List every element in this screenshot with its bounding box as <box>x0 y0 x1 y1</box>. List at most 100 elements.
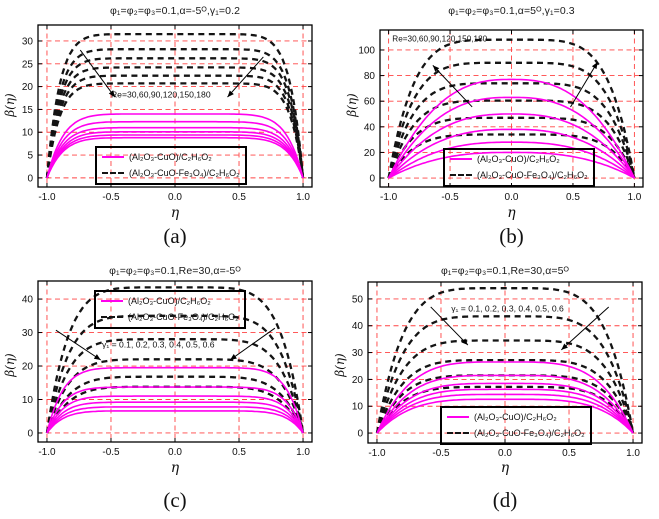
panel-b-canvas: -1.0 -0.5 0.0 0.5 1.0 0 20 40 60 80 100 Re=30,60,90… <box>358 29 644 203</box>
curve-solid <box>46 131 304 179</box>
panel-c-canvas: -1.0 -0.5 0.0 0.5 1.0 0 10 20 30 40 γ₁ = 0.1, 0.2,… <box>22 280 313 458</box>
curve-solid <box>46 134 304 179</box>
curve-solid <box>46 366 304 434</box>
curve-solid <box>46 406 304 434</box>
solid-line-sample <box>102 156 124 158</box>
curve-dashed <box>375 374 635 434</box>
panel-a-ylabel: β(η) <box>3 93 17 117</box>
curve-dashed <box>45 338 305 434</box>
y-tick-label: 20 <box>352 375 364 386</box>
y-tick-label: 20 <box>22 82 34 93</box>
curve-solid <box>376 398 634 434</box>
panel-a-title: φ₁=φ₂=φ₃=0.1,α=-5ᴼ,γ₁=0.2 <box>109 5 241 17</box>
legend-label-dashed: (Al₂O₃-CuO-Fe₃O₄)/C₂H₆O₂ <box>129 168 240 178</box>
curve-solid <box>46 401 304 434</box>
curve-solid <box>376 388 634 434</box>
legend-label-solid: (Al₂O₃-CuO)/C₂H₆O₂ <box>474 412 557 422</box>
trend-arrowhead <box>93 354 101 360</box>
x-tick-label: -1.0 <box>380 192 398 203</box>
panel-b: φ₁=φ₂=φ₃=0.1,α=5ᴼ,γ₁=0.3 -1.0 -0.5 0.0 0.5 1… <box>330 0 659 260</box>
solid-line-sample <box>447 416 469 418</box>
y-tick-label: 5 <box>27 151 33 162</box>
x-tick-label: 0.0 <box>505 192 519 203</box>
curve-dashed <box>45 48 305 179</box>
curve-dashed <box>375 358 635 434</box>
curve-solid <box>46 120 304 179</box>
curve-solid <box>387 78 636 179</box>
trend-arrow <box>430 306 469 346</box>
trend-arrowhead <box>461 338 468 346</box>
panel-a-letter: (a) <box>163 224 187 248</box>
curve-dashed <box>45 57 305 179</box>
x-tick-label: -0.5 <box>441 192 459 203</box>
x-tick-label: -0.5 <box>432 448 450 459</box>
y-tick-label: 50 <box>352 294 364 305</box>
curve-solid <box>376 374 634 434</box>
parameter-annotation: γ₁ = 0.1, 0.2, 0.3, 0.4, 0.5, 0.6 <box>102 339 215 349</box>
panel-c-ylabel: β(η) <box>3 353 17 377</box>
x-tick-label: 0.5 <box>566 192 580 203</box>
trend-arrowhead <box>108 90 115 98</box>
panel-d-canvas: -1.0 -0.5 0.0 0.5 1.0 0 10 20 30 40 50 γ₁ = 0.1, 0.… <box>352 281 643 459</box>
legend-entry-solid: (Al₂O₃-CuO)/C₂H₆O₂ <box>101 293 239 309</box>
x-tick-label: 0.5 <box>232 447 246 458</box>
x-tick-label: -1.0 <box>368 448 386 459</box>
y-tick-label: 40 <box>22 295 34 306</box>
curve-dashed <box>387 38 636 179</box>
x-tick-label: 0.5 <box>562 448 576 459</box>
curve-dashed <box>45 286 305 434</box>
panel-b-letter: (b) <box>499 224 524 248</box>
curve-dashed <box>45 74 305 179</box>
y-tick-label: 40 <box>352 321 364 332</box>
x-tick-label: 1.0 <box>626 448 640 459</box>
y-tick-label: 20 <box>364 148 376 159</box>
curve-solid <box>387 96 636 179</box>
panel-d-title: φ₁=φ₂=φ₃=0.1,Re=30,α=5ᴼ <box>440 265 570 277</box>
y-tick-label: 15 <box>22 105 34 116</box>
curve-dashed <box>45 82 305 179</box>
panel-b-xlabel: η <box>507 205 516 221</box>
curve-dashed <box>45 358 305 434</box>
legend-entry-dashed: (Al₂O₃-CuO-Fe₃O₄)/C₂H₆O₂ <box>450 167 588 183</box>
panel-b-title: φ₁=φ₂=φ₃=0.1,α=5ᴼ,γ₁=0.3 <box>448 5 575 17</box>
curve-solid <box>46 113 304 179</box>
panel-d-ylabel: β(η) <box>333 353 347 377</box>
legend-label-dashed: (Al₂O₃-CuO-Fe₃O₄)/C₂H₆O₂ <box>474 428 585 438</box>
curve-dashed <box>387 133 636 179</box>
curve-dashed <box>375 315 635 434</box>
legend-entry-solid: (Al₂O₃-CuO)/C₂H₆O₂ <box>447 409 585 425</box>
curve-dashed <box>387 61 636 179</box>
x-tick-label: 1.0 <box>296 447 310 458</box>
panel-c-letter: (c) <box>163 488 187 512</box>
trend-arrowhead <box>591 62 598 70</box>
x-tick-label: 0.5 <box>232 192 246 203</box>
panel-c-legend: (Al₂O₃-CuO)/C₂H₆O₂ (Al₂O₃-CuO-Fe₃O₄)/C₂H… <box>94 290 246 329</box>
curve-solid <box>46 136 304 179</box>
panel-d-xlabel: η <box>500 460 510 476</box>
panel-d-letter: (d) <box>492 488 518 512</box>
y-tick-label: 0 <box>357 429 363 440</box>
x-tick-label: -1.0 <box>38 447 56 458</box>
legend-entry-dashed: (Al₂O₃-CuO-Fe₃O₄)/C₂H₆O₂ <box>101 309 239 325</box>
trend-arrowhead <box>230 354 237 360</box>
panel-b-legend: (Al₂O₃-CuO)/C₂H₆O₂ (Al₂O₃-CuO-Fe₃O₄)/C₂H… <box>443 148 595 187</box>
curve-solid <box>46 410 304 434</box>
legend-label-solid: (Al₂O₃-CuO)/C₂H₆O₂ <box>129 152 212 162</box>
y-tick-label: 40 <box>364 122 376 133</box>
y-tick-label: 10 <box>352 402 364 413</box>
trend-arrow <box>432 65 473 108</box>
x-tick-label: 0.0 <box>168 447 182 458</box>
x-tick-label: 1.0 <box>296 192 310 203</box>
curve-solid <box>387 113 636 179</box>
curve-solid <box>46 386 304 434</box>
trend-arrowhead <box>227 90 234 98</box>
y-tick-label: 30 <box>352 348 364 359</box>
panel-b-ylabel: β(η) <box>345 93 359 117</box>
dashed-line-sample <box>447 432 469 434</box>
panel-a: φ₁=φ₂=φ₃=0.1,α=-5ᴼ,γ₁=0.2 -1.0 -0.5 0.0 0.5… <box>0 0 330 260</box>
curve-dashed <box>375 287 635 434</box>
trend-arrowhead <box>561 343 568 350</box>
y-tick-label: 30 <box>22 328 34 339</box>
curve-dashed <box>45 66 305 179</box>
y-tick-label: 0 <box>369 174 375 185</box>
